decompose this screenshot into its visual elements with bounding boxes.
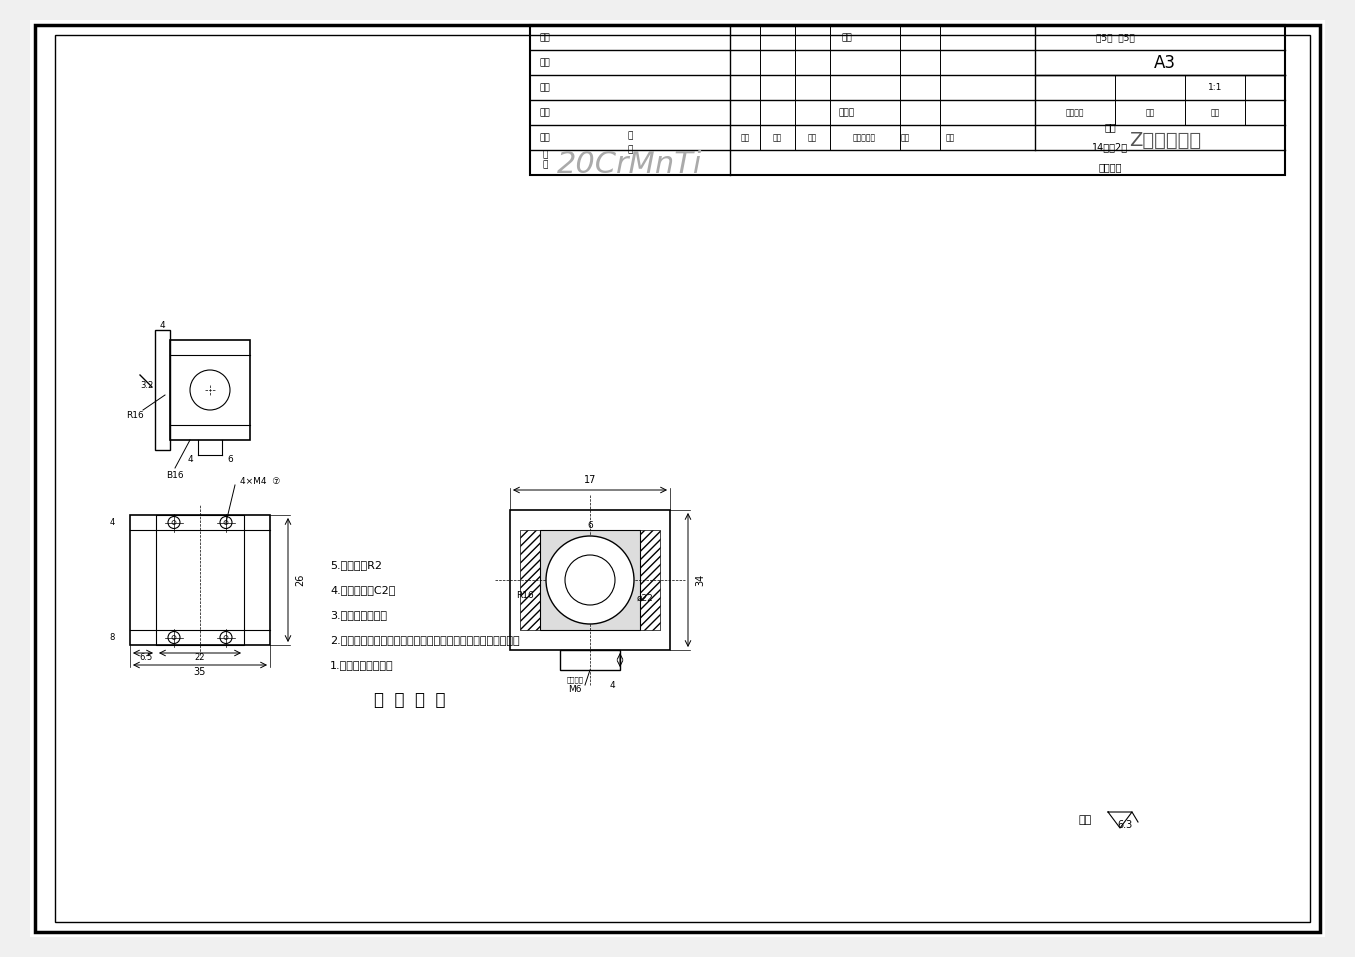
Text: 4: 4 <box>160 321 165 329</box>
Text: 材
料: 材 料 <box>542 150 547 169</box>
Text: 8: 8 <box>110 633 115 642</box>
Text: 17: 17 <box>584 475 596 485</box>
Text: 料: 料 <box>627 131 633 140</box>
Text: 材: 材 <box>627 145 633 154</box>
Text: 标记: 标记 <box>539 133 550 142</box>
Text: 批准: 批准 <box>841 33 852 42</box>
Text: M6: M6 <box>568 685 581 695</box>
Text: 其余: 其余 <box>1079 815 1092 825</box>
Text: 4.未注倒角为C2。: 4.未注倒角为C2。 <box>331 585 396 595</box>
Text: 35: 35 <box>194 667 206 677</box>
Text: 分区: 分区 <box>808 133 817 142</box>
Bar <box>640 530 660 630</box>
Text: 3.2: 3.2 <box>141 381 153 389</box>
Text: 1.零件去除氧化皮。: 1.零件去除氧化皮。 <box>331 660 393 670</box>
Bar <box>541 530 640 630</box>
Text: 6: 6 <box>587 521 593 529</box>
Text: A3: A3 <box>1154 54 1176 72</box>
Bar <box>154 330 169 450</box>
Text: 王亚: 王亚 <box>1104 122 1117 132</box>
Text: 处数: 处数 <box>772 133 782 142</box>
Text: 26: 26 <box>295 574 305 587</box>
Text: 2.零件加工表面上，不应有划痕、碰伤等损伤零件表面的缺陷。: 2.零件加工表面上，不应有划痕、碰伤等损伤零件表面的缺陷。 <box>331 635 519 645</box>
Text: 重量: 重量 <box>1145 108 1154 117</box>
Text: 日期: 日期 <box>946 133 955 142</box>
Bar <box>169 340 251 440</box>
Bar <box>130 515 270 645</box>
Bar <box>520 530 541 630</box>
Text: 5.未注圆角R2: 5.未注圆角R2 <box>331 560 382 570</box>
Text: 审核: 审核 <box>539 58 550 67</box>
Text: 4: 4 <box>187 456 192 464</box>
Text: 工艺: 工艺 <box>539 33 550 42</box>
Text: 比例: 比例 <box>1210 108 1220 117</box>
Text: B16: B16 <box>167 471 184 479</box>
Text: 20CrMnTi: 20CrMnTi <box>557 150 703 179</box>
Text: 标准化: 标准化 <box>839 108 855 117</box>
Text: 4: 4 <box>110 518 115 527</box>
Text: 4: 4 <box>610 680 615 689</box>
Text: 34: 34 <box>695 574 705 586</box>
Text: 签名: 签名 <box>900 133 909 142</box>
Text: 更改文件号: 更改文件号 <box>852 133 875 142</box>
Text: 4×M4  ⑦: 4×M4 ⑦ <box>240 478 280 486</box>
Bar <box>509 510 669 650</box>
Text: 技  术  要  求: 技 术 要 求 <box>374 691 446 709</box>
Text: 6: 6 <box>228 456 233 464</box>
Bar <box>560 650 621 670</box>
Text: 制图: 制图 <box>539 83 550 92</box>
Bar <box>530 25 1285 175</box>
Text: 设计: 设计 <box>539 108 550 117</box>
Text: 6.3: 6.3 <box>1118 820 1133 830</box>
Text: （盲孔）: （盲孔） <box>566 677 584 683</box>
Text: ø22: ø22 <box>637 593 653 603</box>
Text: 标记: 标记 <box>740 133 749 142</box>
Text: R16: R16 <box>516 590 534 599</box>
Text: Z轴螺母法兰: Z轴螺母法兰 <box>1129 130 1201 149</box>
Text: R16: R16 <box>126 411 144 419</box>
Text: 6.5: 6.5 <box>140 653 153 661</box>
Bar <box>156 515 244 645</box>
Text: 1:1: 1:1 <box>1207 83 1222 92</box>
Text: 3.去除毛刺飞边。: 3.去除毛刺飞边。 <box>331 610 388 620</box>
Circle shape <box>546 536 634 624</box>
Text: 共5张  第5张: 共5张 第5张 <box>1096 33 1134 42</box>
Text: 阶段标记: 阶段标记 <box>1066 108 1084 117</box>
Text: 14材扣2班: 14材扣2班 <box>1092 142 1129 152</box>
Text: 22: 22 <box>195 653 205 661</box>
Text: 机电学院: 机电学院 <box>1099 162 1122 172</box>
